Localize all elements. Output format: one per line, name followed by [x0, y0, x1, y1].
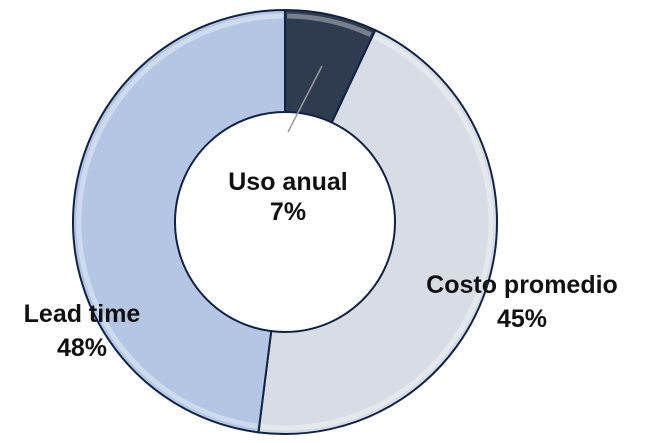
slice-label-uso-anual: Uso anual [228, 168, 347, 196]
slice-rim-costo-promedio [261, 34, 494, 431]
slice-label-lead-time: Lead time [24, 300, 141, 328]
slice-value-costo-promedio: 45% [497, 305, 547, 333]
leader-line-uso-anual [287, 65, 323, 133]
slice-rim-lead-time [76, 13, 283, 429]
slice-costo-promedio [257, 28, 498, 435]
slice-label-costo-promedio: Costo promedio [426, 271, 618, 299]
slice-rim-uso-anual [287, 13, 372, 37]
slice-value-lead-time: 48% [57, 334, 107, 362]
slice-lead-time [72, 8, 286, 434]
slice-value-uso-anual: 7% [270, 198, 306, 226]
chart-slices [72, 8, 498, 435]
